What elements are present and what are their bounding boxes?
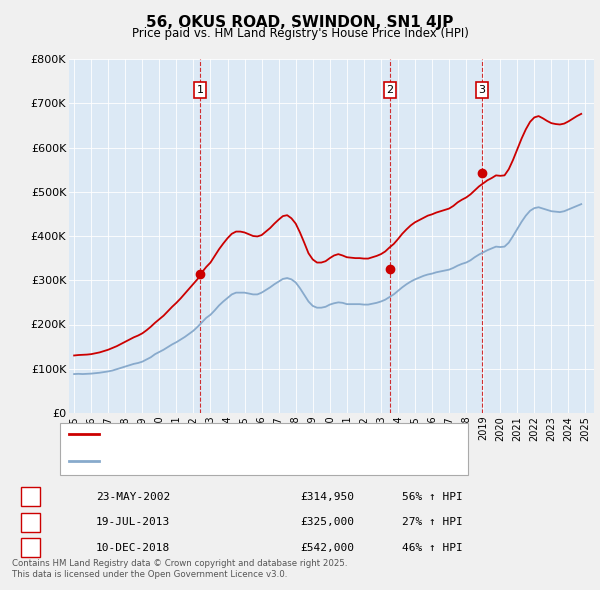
Text: 19-JUL-2013: 19-JUL-2013: [96, 517, 170, 527]
Text: 56, OKUS ROAD, SWINDON, SN1 4JP: 56, OKUS ROAD, SWINDON, SN1 4JP: [146, 15, 454, 30]
Text: £542,000: £542,000: [300, 543, 354, 552]
Text: 1: 1: [27, 492, 34, 502]
Text: 10-DEC-2018: 10-DEC-2018: [96, 543, 170, 552]
Text: 56, OKUS ROAD, SWINDON, SN1 4JP (detached house): 56, OKUS ROAD, SWINDON, SN1 4JP (detache…: [105, 430, 387, 439]
Text: 2: 2: [386, 85, 394, 95]
Text: 3: 3: [479, 85, 485, 95]
Text: 23-MAY-2002: 23-MAY-2002: [96, 492, 170, 502]
Text: This data is licensed under the Open Government Licence v3.0.: This data is licensed under the Open Gov…: [12, 571, 287, 579]
Text: 56% ↑ HPI: 56% ↑ HPI: [402, 492, 463, 502]
Text: Price paid vs. HM Land Registry's House Price Index (HPI): Price paid vs. HM Land Registry's House …: [131, 27, 469, 40]
Text: 1: 1: [197, 85, 203, 95]
Text: HPI: Average price, detached house, Swindon: HPI: Average price, detached house, Swin…: [105, 456, 342, 466]
Text: 27% ↑ HPI: 27% ↑ HPI: [402, 517, 463, 527]
Text: Contains HM Land Registry data © Crown copyright and database right 2025.: Contains HM Land Registry data © Crown c…: [12, 559, 347, 568]
Text: £314,950: £314,950: [300, 492, 354, 502]
Text: 46% ↑ HPI: 46% ↑ HPI: [402, 543, 463, 552]
Text: 2: 2: [27, 517, 34, 527]
Text: 3: 3: [27, 543, 34, 552]
Text: £325,000: £325,000: [300, 517, 354, 527]
